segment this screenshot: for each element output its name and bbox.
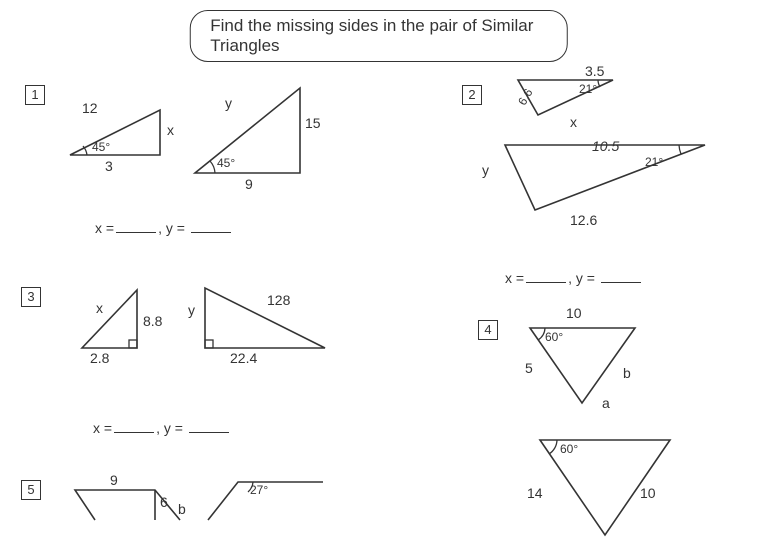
p1-triangle-large — [185, 78, 335, 193]
p1-blank-y — [191, 218, 231, 233]
p5-t1-right: 6 — [160, 494, 168, 510]
p1-ans-x-label: x = — [95, 220, 114, 236]
p4-t2-angle: 60° — [560, 442, 578, 456]
p1-ans-y-label: , y = — [158, 220, 185, 236]
page-title: Find the missing sides in the pair of Si… — [189, 10, 568, 62]
p3-t1-base: 2.8 — [90, 350, 109, 366]
p1-t1-angle: 45° — [92, 140, 110, 154]
p4-t1-bottom: a — [602, 395, 610, 411]
p1-t1-base: 3 — [105, 158, 113, 174]
p2-t1-angle: 21° — [579, 82, 597, 96]
p2-answer: x = , y = — [505, 268, 643, 286]
p5-t1-top: 9 — [110, 472, 118, 488]
p2-blank-x — [526, 268, 566, 283]
p5-t2-angle: 27° — [250, 483, 268, 497]
p2-ans-x-label: x = — [505, 270, 524, 286]
problem-number-1: 1 — [25, 85, 45, 105]
p4-t2-left: 14 — [527, 485, 543, 501]
p4-t1-top: 10 — [566, 305, 582, 321]
p4-t1-left: 5 — [525, 360, 533, 376]
p3-t1-right: 8.8 — [143, 313, 162, 329]
p2-blank-y — [601, 268, 641, 283]
problem-number-5: 5 — [21, 480, 41, 500]
p3-t2-base: 22.4 — [230, 350, 257, 366]
p2-t1-top: 3.5 — [585, 63, 604, 79]
p1-t2-angle: 45° — [217, 156, 235, 170]
p3-ans-y-label: , y = — [156, 420, 183, 436]
problem-number-3: 3 — [21, 287, 41, 307]
p3-blank-x — [114, 418, 154, 433]
p4-t1-right: b — [623, 365, 631, 381]
p4-t1-angle: 60° — [545, 330, 563, 344]
p4-t2-right: 10 — [640, 485, 656, 501]
p5-triangle-large — [198, 470, 328, 525]
p1-t1-right: x — [167, 122, 174, 138]
p2-t2-top: 10.5 — [592, 138, 619, 154]
p5-t1-mid: b — [178, 501, 186, 517]
problem-number-4: 4 — [478, 320, 498, 340]
p1-blank-x — [116, 218, 156, 233]
p3-blank-y — [189, 418, 229, 433]
p1-t2-hyp: y — [225, 95, 232, 111]
p2-ans-y-label: , y = — [568, 270, 595, 286]
p2-t2-angle: 21° — [645, 155, 663, 169]
p1-t1-hyp: 12 — [82, 100, 98, 116]
p3-ans-x-label: x = — [93, 420, 112, 436]
p1-answer: x = , y = — [95, 218, 233, 236]
p5-triangle-small — [65, 465, 195, 525]
p2-triangle-large — [495, 130, 755, 230]
p2-t1-base: x — [570, 114, 577, 130]
p2-t2-base: 12.6 — [570, 212, 597, 228]
p2-t2-left: y — [482, 162, 489, 178]
p3-t1-hyp: x — [96, 300, 103, 316]
p1-t2-right: 15 — [305, 115, 321, 131]
problem-number-2: 2 — [462, 85, 482, 105]
p1-t2-base: 9 — [245, 176, 253, 192]
p3-answer: x = , y = — [93, 418, 231, 436]
p3-t2-left: y — [188, 302, 195, 318]
p3-t2-hyp: 128 — [267, 292, 290, 308]
p1-triangle-small — [60, 95, 180, 165]
